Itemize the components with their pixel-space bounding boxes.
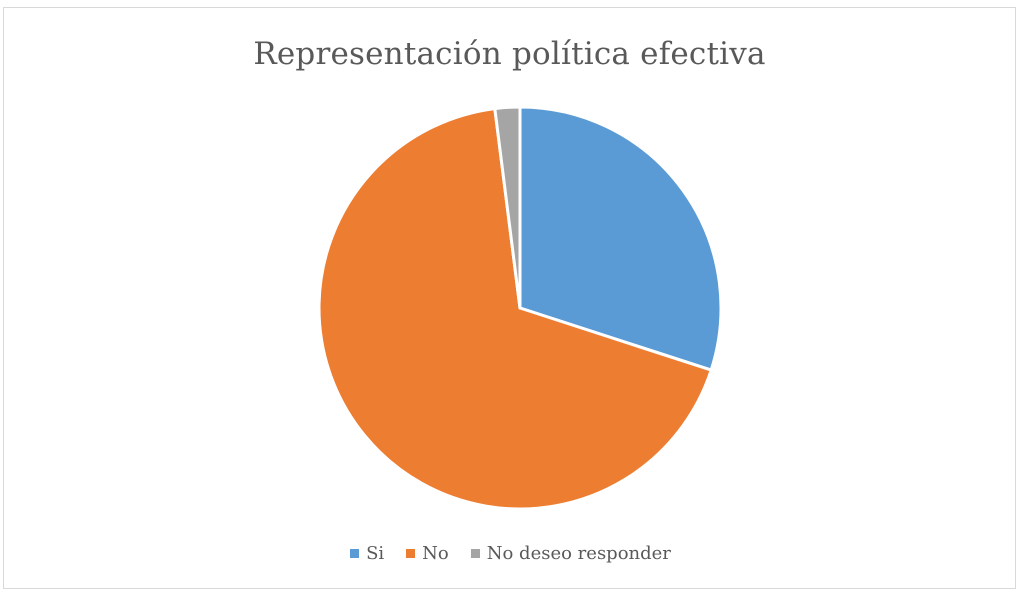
pie-slice-si [518, 105, 723, 372]
legend-label-si: Si [366, 543, 385, 564]
pie-slice-no [317, 107, 713, 511]
pie-slice-no-deseo-responder [493, 105, 522, 310]
legend-item-no: No [406, 543, 449, 564]
legend-swatch-no-deseo-responder [470, 549, 480, 558]
legend-item-si: Si [350, 543, 384, 564]
chart-title: Representación política efectiva [253, 36, 766, 72]
legend-swatch-si [350, 549, 360, 558]
legend-label-no: No [422, 543, 449, 564]
legend-item-no-deseo-responder: No deseo responder [470, 543, 671, 564]
chart-legend: Si No No deseo responder [0, 543, 1021, 564]
legend-label-no-deseo-responder: No deseo responder [486, 543, 671, 564]
legend-swatch-no [406, 549, 416, 558]
